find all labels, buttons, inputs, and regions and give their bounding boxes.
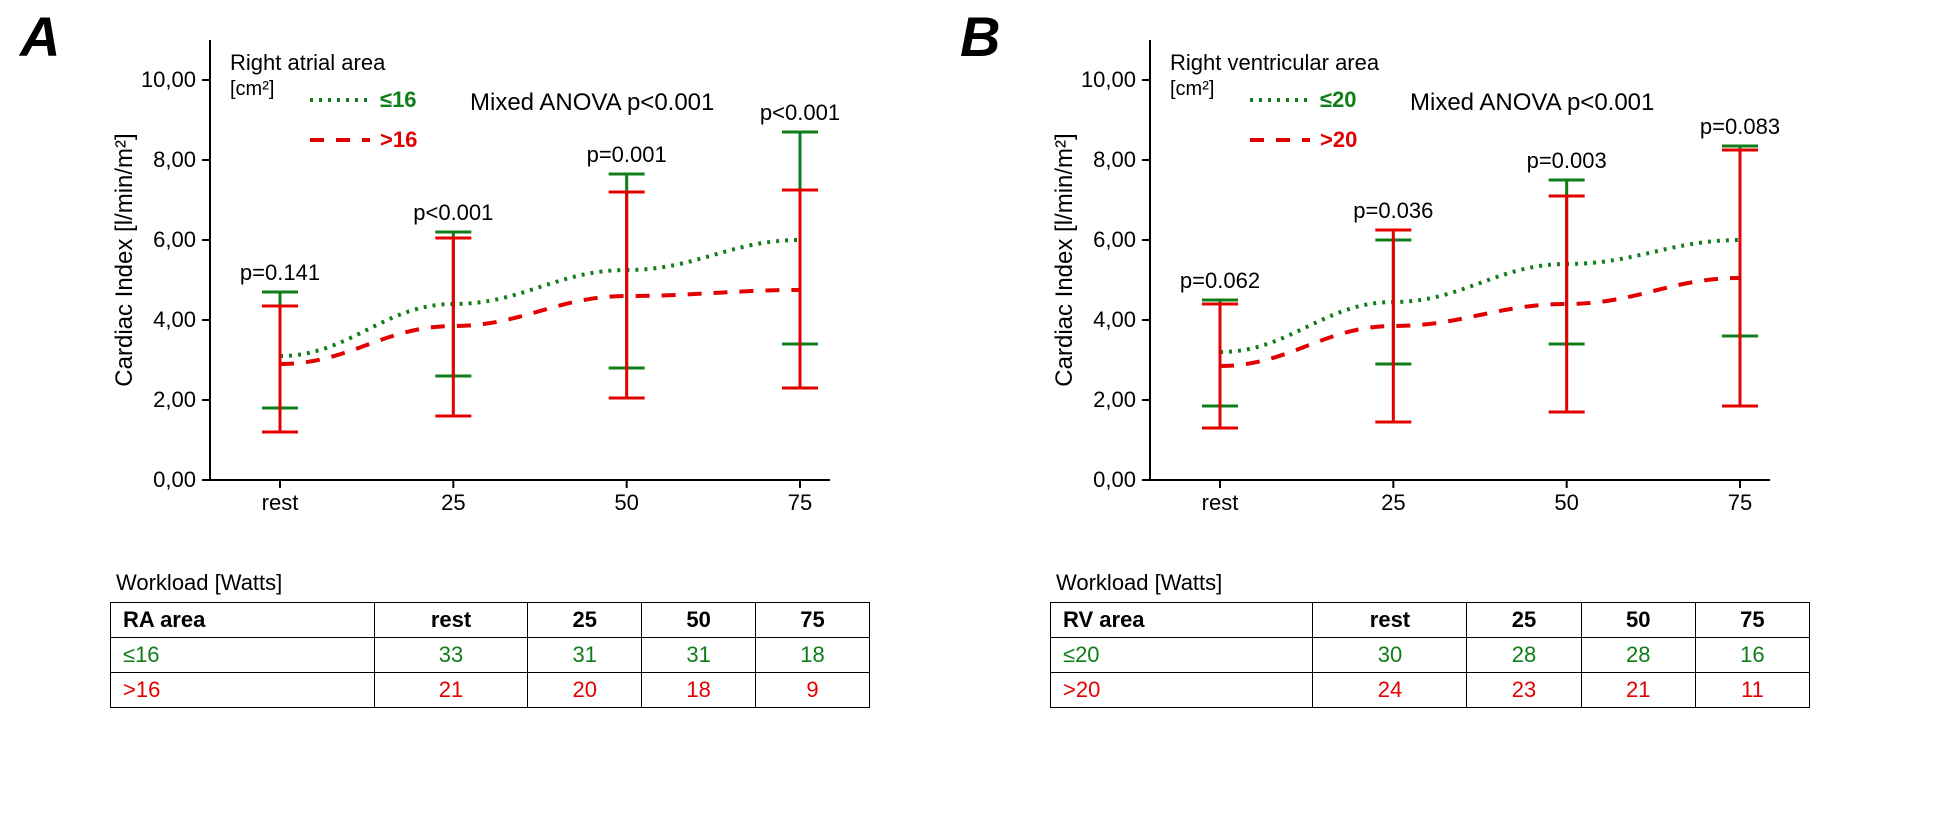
- table-b-row-green: ≤20 30 28 28 16: [1051, 638, 1810, 673]
- svg-text:rest: rest: [262, 490, 299, 515]
- table-b: RV area rest 25 50 75 ≤20 30 28 28 16 >2…: [1050, 602, 1810, 708]
- svg-text:4,00: 4,00: [1093, 307, 1136, 332]
- svg-text:4,00: 4,00: [153, 307, 196, 332]
- svg-text:6,00: 6,00: [153, 227, 196, 252]
- svg-text:p=0.083: p=0.083: [1700, 114, 1780, 139]
- svg-text:Mixed ANOVA p<0.001: Mixed ANOVA p<0.001: [1410, 89, 1654, 116]
- svg-text:75: 75: [788, 490, 812, 515]
- svg-text:2,00: 2,00: [153, 387, 196, 412]
- svg-text:>20: >20: [1320, 127, 1357, 152]
- svg-text:p=0.062: p=0.062: [1180, 268, 1260, 293]
- svg-text:8,00: 8,00: [153, 147, 196, 172]
- svg-text:p=0.003: p=0.003: [1527, 148, 1607, 173]
- table-a-row-green: ≤16 33 31 31 18: [111, 638, 870, 673]
- svg-text:2,00: 2,00: [1093, 387, 1136, 412]
- svg-text:10,00: 10,00: [1081, 67, 1136, 92]
- panel-b-label: B: [960, 4, 1000, 69]
- svg-text:6,00: 6,00: [1093, 227, 1136, 252]
- svg-text:p<0.001: p<0.001: [413, 200, 493, 225]
- svg-text:rest: rest: [1202, 490, 1239, 515]
- svg-text:p=0.001: p=0.001: [587, 142, 667, 167]
- svg-text:50: 50: [1554, 490, 1578, 515]
- chart-b: 0,00 2,00 4,00 6,00 8,00 10,00 Cardiac Index […: [1050, 10, 1810, 570]
- xlabel-a: Workload [Watts]: [116, 570, 282, 596]
- svg-text:25: 25: [441, 490, 465, 515]
- xlabel-b: Workload [Watts]: [1056, 570, 1222, 596]
- table-a: RA area rest 25 50 75 ≤16 33 31 31 18 >1…: [110, 602, 870, 708]
- svg-text:≤16: ≤16: [380, 87, 417, 112]
- svg-text:Cardiac Index [l/min/m²]: Cardiac Index [l/min/m²]: [1051, 133, 1078, 386]
- svg-text:0,00: 0,00: [153, 467, 196, 492]
- panel-b: B 0,002,004,006,008,0010,00Cardiac Index…: [960, 10, 1860, 708]
- panel-a: A 0,002,004,006,008,0010,00Cardiac Index…: [20, 10, 920, 708]
- table-a-row-red: >16 21 20 18 9: [111, 673, 870, 708]
- svg-text:25: 25: [1381, 490, 1405, 515]
- svg-text:75: 75: [1728, 490, 1752, 515]
- svg-text:Right atrial area: Right atrial area: [230, 50, 386, 75]
- svg-text:Mixed ANOVA p<0.001: Mixed ANOVA p<0.001: [470, 89, 714, 116]
- svg-text:p<0.001: p<0.001: [760, 100, 840, 125]
- svg-text:10,00: 10,00: [141, 67, 196, 92]
- svg-text:0,00: 0,00: [1093, 467, 1136, 492]
- svg-text:≤20: ≤20: [1320, 87, 1357, 112]
- panel-a-label: A: [20, 4, 60, 69]
- table-b-header: RV area rest 25 50 75: [1051, 603, 1810, 638]
- table-b-row-red: >20 24 23 21 11: [1051, 673, 1810, 708]
- svg-text:[cm²]: [cm²]: [1170, 78, 1214, 100]
- svg-text:>16: >16: [380, 127, 417, 152]
- svg-text:Cardiac Index [l/min/m²]: Cardiac Index [l/min/m²]: [111, 133, 138, 386]
- svg-text:50: 50: [614, 490, 638, 515]
- svg-text:p=0.036: p=0.036: [1353, 198, 1433, 223]
- chart-a: 0,00 2,00 4,00 6,00 8,00 10,00 Cardiac Index […: [110, 10, 870, 570]
- svg-text:Right ventricular area: Right ventricular area: [1170, 50, 1380, 75]
- svg-text:p=0.141: p=0.141: [240, 260, 320, 285]
- table-a-header: RA area rest 25 50 75: [111, 603, 870, 638]
- svg-text:[cm²]: [cm²]: [230, 78, 274, 100]
- svg-text:8,00: 8,00: [1093, 147, 1136, 172]
